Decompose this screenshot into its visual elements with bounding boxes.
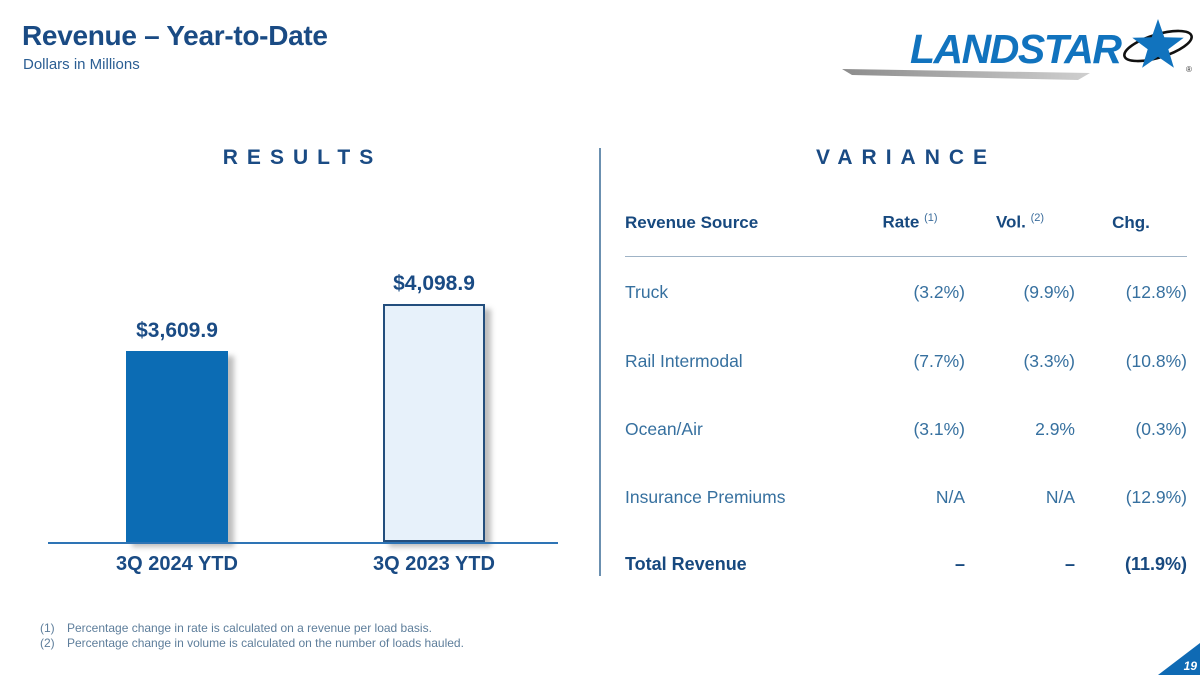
col-header-chg: Chg.	[1112, 212, 1150, 232]
cell-vol: N/A	[1045, 487, 1075, 507]
table-row-truck: Truck (3.2%) (9.9%) (12.8%)	[625, 282, 1187, 303]
bar-value-label-2023: $4,098.9	[393, 272, 475, 295]
col-header-revenue-source: Revenue Source	[625, 212, 759, 232]
x-axis-label-2024: 3Q 2024 YTD	[116, 553, 238, 575]
cell-vol: 2.9%	[1035, 419, 1075, 439]
bar-3q-2023-ytd	[383, 304, 485, 542]
bar-value-label-2024: $3,609.9	[136, 319, 218, 342]
landstar-star-icon: ®	[1122, 16, 1196, 85]
cell-vol: –	[1064, 554, 1075, 574]
cell-rate: –	[954, 554, 965, 574]
cell-rate: N/A	[935, 487, 965, 507]
footnote-ref-2: (2)	[1030, 212, 1045, 224]
page-title: Revenue – Year-to-Date	[22, 20, 328, 51]
page-subtitle: Dollars in Millions	[23, 56, 140, 73]
cell-vol: (9.9%)	[1023, 282, 1075, 302]
cell-source: Insurance Premiums	[625, 487, 786, 507]
footnote-number: (1)	[40, 621, 55, 635]
cell-source: Total Revenue	[625, 554, 747, 574]
footnote-1: (1) Percentage change in rate is calcula…	[40, 621, 464, 636]
landstar-logo: LANDSTAR ®	[840, 14, 1195, 94]
x-axis-label-2023: 3Q 2023 YTD	[373, 553, 495, 575]
cell-rate: (3.2%)	[913, 282, 965, 302]
footnote-ref-1: (1)	[924, 212, 938, 224]
cell-chg: (10.8%)	[1125, 351, 1187, 371]
cell-chg: (0.3%)	[1135, 419, 1187, 439]
table-header-rule	[625, 256, 1187, 257]
table-row-insurance-premiums: Insurance Premiums N/A N/A (12.9%)	[625, 487, 1187, 508]
footnote-text: Percentage change in volume is calculate…	[67, 636, 464, 650]
col-header-rate: Rate (1)	[882, 212, 938, 232]
cell-rate: (3.1%)	[913, 419, 965, 439]
table-row-ocean-air: Ocean/Air (3.1%) 2.9% (0.3%)	[625, 419, 1187, 440]
footnote-number: (2)	[40, 636, 55, 650]
table-row-rail-intermodal: Rail Intermodal (7.7%) (3.3%) (10.8%)	[625, 351, 1187, 372]
bar-3q-2024-ytd	[126, 351, 228, 542]
cell-source: Ocean/Air	[625, 419, 703, 439]
cell-chg: (12.9%)	[1125, 487, 1187, 507]
page-number: 19	[1183, 659, 1197, 673]
table-row-total-revenue: Total Revenue – – (11.9%)	[625, 554, 1187, 575]
landstar-logo-wordmark: LANDSTAR	[910, 26, 1122, 72]
cell-rate: (7.7%)	[913, 351, 965, 371]
footnote-text: Percentage change in rate is calculated …	[67, 621, 432, 635]
results-heading: RESULTS	[222, 146, 383, 169]
variance-heading: VARIANCE	[815, 146, 997, 169]
col-header-vol: Vol. (2)	[995, 212, 1045, 232]
registered-mark: ®	[1186, 65, 1192, 74]
variance-table-header: Revenue Source Rate (1) Vol. (2) Chg.	[625, 212, 1187, 233]
cell-chg: (11.9%)	[1124, 554, 1187, 574]
logo-swoosh-underline	[842, 66, 1092, 87]
chart-x-axis	[48, 542, 558, 544]
cell-vol: (3.3%)	[1023, 351, 1075, 371]
cell-source: Truck	[625, 282, 669, 302]
section-divider	[599, 148, 601, 576]
cell-source: Rail Intermodal	[625, 351, 743, 371]
footnote-2: (2) Percentage change in volume is calcu…	[40, 636, 464, 651]
footnotes: (1) Percentage change in rate is calcula…	[40, 621, 464, 651]
cell-chg: (12.8%)	[1125, 282, 1187, 302]
